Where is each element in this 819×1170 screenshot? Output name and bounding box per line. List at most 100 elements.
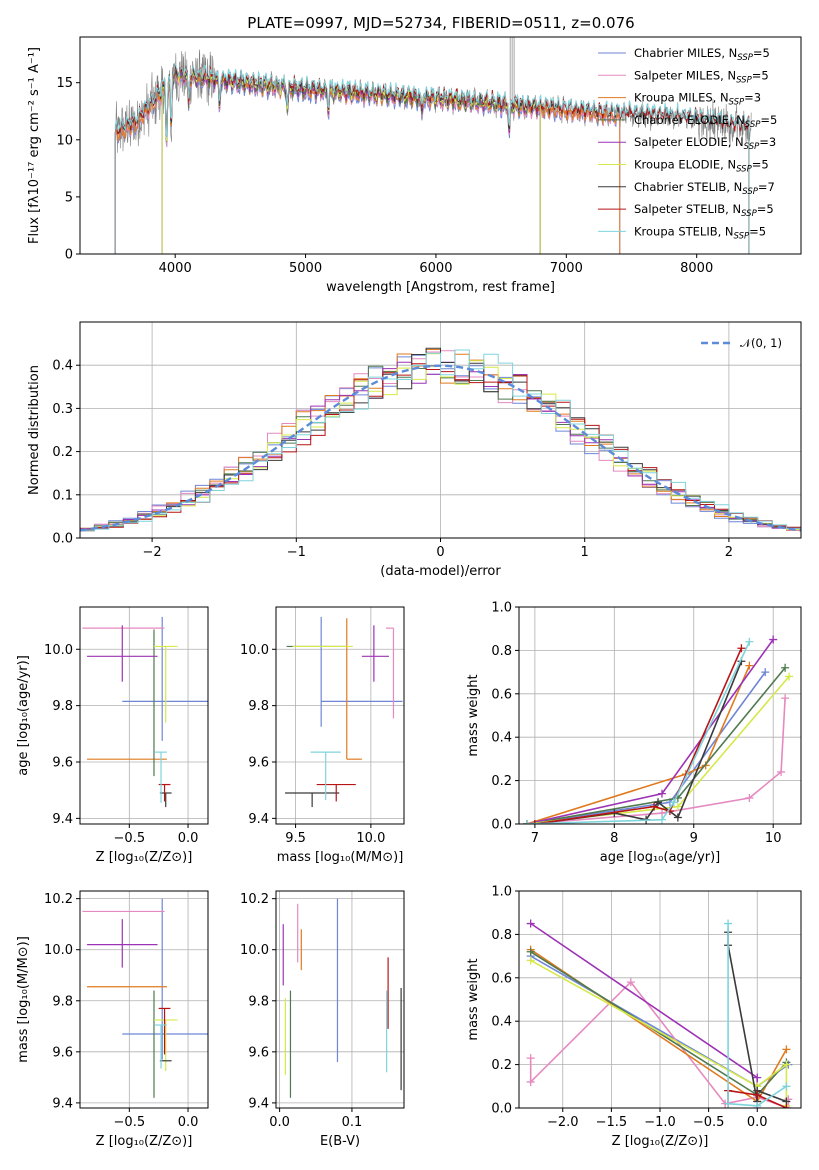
axes-mass_weight_vs_Z: −2.0 −1.5 −1.0 −0.5 0.0 0.0 0.2 0.4 0.6 0.8 1.0 Z [… <box>466 885 802 1149</box>
x-tick-label: 9.5 <box>285 831 306 846</box>
series-salpeter-elodie <box>526 919 762 1108</box>
data-point <box>782 1060 791 1069</box>
errorbar-point-kroupa-stelib <box>310 751 341 801</box>
data-point <box>745 637 754 646</box>
y-tick-label: 10.0 <box>240 943 269 958</box>
legend-spectrum: Chabrier MILES, NSSP=5 Salpeter MILES, NS… <box>598 46 777 241</box>
errorbar-point-chabrier-miles <box>320 616 403 727</box>
x-axis-label: Z [log₁₀(Z/Z⊙)] <box>96 1134 193 1149</box>
y-tick-label: 0.4 <box>491 731 512 746</box>
errorbar-point-kroupa-elodie <box>153 645 178 723</box>
x-tick-label: 9 <box>690 831 698 846</box>
data-point <box>626 978 635 987</box>
series-line <box>526 667 786 824</box>
x-tick-label: 4000 <box>159 261 192 276</box>
errorbar-point-chabrier-stelib <box>159 792 172 808</box>
series-kroupa-miles <box>526 945 791 1106</box>
series-line <box>727 923 787 1107</box>
y-tick-label: 9.6 <box>248 756 269 771</box>
errorbar-point-chabrier-stelib <box>285 792 340 808</box>
x-axis-label: E(B-V) <box>320 1134 360 1149</box>
axes-frame <box>79 36 802 255</box>
x-tick-label: 2 <box>725 545 733 560</box>
data-point <box>761 668 770 677</box>
data-point <box>673 802 682 811</box>
y-tick-label: 0.0 <box>52 532 73 547</box>
y-tick-label: 9.8 <box>52 994 73 1009</box>
y-tick-label: 10.2 <box>240 892 269 907</box>
plot-area-mass_weight_vs_age <box>522 635 794 824</box>
y-axis-label: mass weight <box>466 674 481 756</box>
x-axis-label: age [log₁₀(age/yr)] <box>600 850 721 865</box>
model-line-kroupa-stelib <box>114 62 750 138</box>
y-tick-label: 0.8 <box>491 644 512 659</box>
y-tick-label: 1.0 <box>491 885 512 900</box>
data-point <box>753 1090 762 1099</box>
y-tick-label: 9.8 <box>248 699 269 714</box>
series-line <box>526 665 751 824</box>
data-point <box>753 1101 762 1108</box>
y-tick-label: 0.2 <box>491 1058 512 1073</box>
y-axis-label: age [log₁₀(age/yr)] <box>16 655 31 776</box>
errorbar-point-salpeter-miles <box>385 627 395 719</box>
x-tick-label: −1.0 <box>644 1115 676 1130</box>
plot-area-mass_vs_Z <box>82 898 208 1098</box>
data-point <box>526 956 535 965</box>
gaussian-curve <box>80 364 801 532</box>
series-line <box>530 951 787 1097</box>
x-tick-label: 5000 <box>289 261 322 276</box>
x-axis-label: wavelength [Angstrom, rest frame] <box>326 280 555 295</box>
legend-entry: Kroupa STELIB, NSSP=5 <box>634 224 766 241</box>
axes-frame <box>79 606 209 825</box>
errorbar-point-kroupa-elodie <box>153 1019 178 1071</box>
plot-area-mass_weight_vs_Z <box>526 919 793 1108</box>
series-salpeter-stelib <box>530 644 746 824</box>
y-tick-label: 0.4 <box>491 1015 512 1030</box>
x-tick-label: −0.5 <box>693 1115 725 1130</box>
legend-entry: Salpeter STELIB, NSSP=5 <box>634 202 774 219</box>
series-line <box>526 639 774 824</box>
x-tick-label: −2 <box>143 545 162 560</box>
errorbar-point-salpeter-elodie <box>361 625 389 682</box>
x-tick-label: −0.5 <box>114 1115 146 1130</box>
errorbar-point-kroupa-miles <box>346 618 362 760</box>
series-kroupa-stelib <box>522 637 754 824</box>
series-line <box>526 641 751 824</box>
y-tick-label: 10.0 <box>44 943 73 958</box>
y-axis-label: Normed distribution <box>27 365 42 495</box>
data-point <box>657 789 666 798</box>
data-point <box>724 919 733 928</box>
legend-gaussian: 𝒩(0, 1) <box>701 336 782 350</box>
axes-residuals: −2 −1 0 1 2 0.0 0.1 0.2 0.3 0.4 (data-model)/error… <box>27 321 802 579</box>
y-tick-label: 9.4 <box>248 1096 269 1111</box>
legend-entry: Chabrier STELIB, NSSP=7 <box>634 180 775 197</box>
data-point <box>724 1099 733 1108</box>
x-tick-label: 10.0 <box>356 831 385 846</box>
y-tick-label: 0.8 <box>491 928 512 943</box>
errorbar-point-salpeter-elodie <box>87 919 158 968</box>
x-tick-label: −1 <box>287 545 306 560</box>
y-axis-label: Flux [fλ10⁻¹⁷ erg cm⁻² s⁻¹ A⁻¹] <box>27 47 42 244</box>
axes-mass_weight_vs_age: 7 8 9 10 0.0 0.2 0.4 0.6 0.8 1.0 age [log₁₀(age/yr… <box>466 601 802 865</box>
errorbar-point-salpeter-stelib <box>316 783 356 802</box>
data-point <box>785 672 794 681</box>
x-axis-label: Z [log₁₀(Z/Z⊙)] <box>96 850 193 865</box>
x-axis-label: mass [log₁₀(M/M⊙)] <box>277 850 404 865</box>
plot-area-age_vs_Z <box>82 616 208 808</box>
x-tick-label: 10 <box>765 831 782 846</box>
y-tick-label: 5 <box>65 190 73 205</box>
data-point <box>526 947 535 956</box>
data-point <box>782 1045 791 1054</box>
y-tick-label: 0 <box>65 248 73 263</box>
data-point <box>781 694 790 703</box>
y-tick-label: 0.3 <box>52 402 73 417</box>
plot-area-age_vs_mass <box>285 616 403 808</box>
legend-entry: Chabrier MILES, NSSP=5 <box>634 46 770 63</box>
plot-area-mass_vs_EBV <box>282 898 402 1098</box>
y-tick-label: 0.4 <box>52 359 73 374</box>
x-tick-label: 8 <box>610 831 618 846</box>
y-tick-label: 9.6 <box>52 756 73 771</box>
x-tick-label: 0.0 <box>178 831 199 846</box>
legend-entry: Chabrier ELODIE, NSSP=5 <box>634 113 777 130</box>
